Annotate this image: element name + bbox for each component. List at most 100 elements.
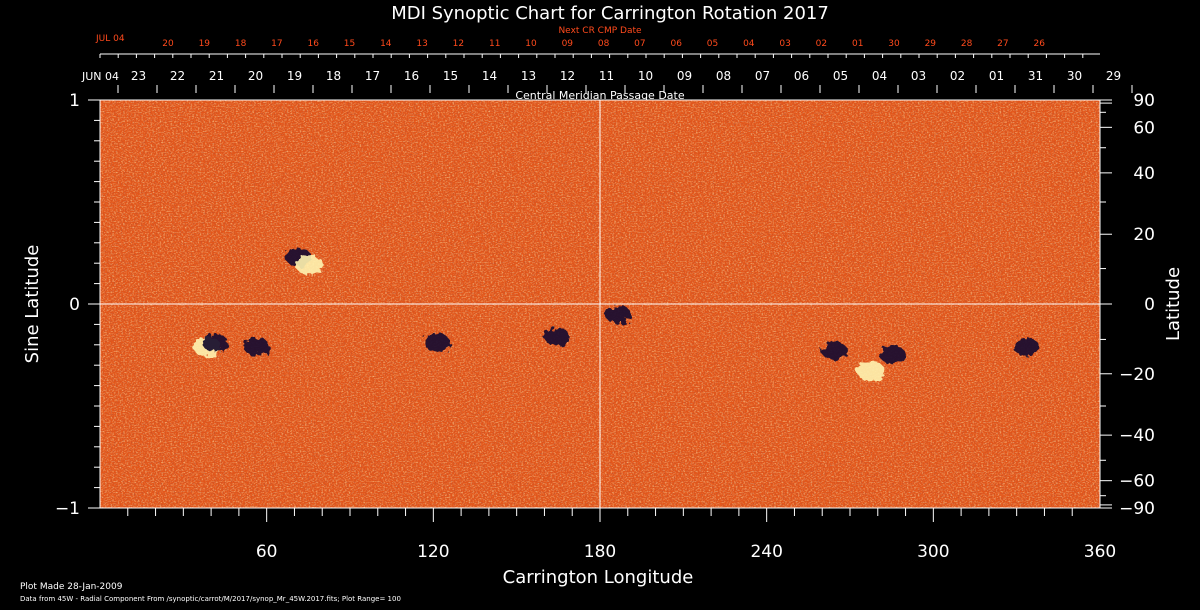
active-region bbox=[821, 341, 848, 360]
cmp-date-label: 22 bbox=[170, 69, 185, 83]
next-cr-date-label: 10 bbox=[525, 39, 537, 49]
next-cr-date-label: 26 bbox=[1033, 39, 1045, 49]
cmp-date-label: 11 bbox=[599, 69, 614, 83]
x-tick-label: 60 bbox=[256, 542, 278, 562]
y-right-tick-label: −20 bbox=[1119, 365, 1155, 385]
cmp-date-label: 20 bbox=[248, 69, 263, 83]
next-cr-date-label: 04 bbox=[743, 39, 755, 49]
next-cr-date-label: 30 bbox=[888, 39, 900, 49]
cmp-date-label: 18 bbox=[326, 69, 341, 83]
y-left-tick-label: −1 bbox=[55, 499, 80, 519]
plot-made-text: Plot Made 28-Jan-2009 bbox=[20, 582, 123, 592]
next-cr-date-label: 02 bbox=[816, 39, 827, 49]
active-region bbox=[424, 333, 451, 352]
next-cr-date-label: 09 bbox=[562, 39, 574, 49]
cmp-date-label: 13 bbox=[521, 69, 536, 83]
axes: 60 120 180 240 300 360 1 0 −1 90 60 40 20 0 −20 −40 −60 −… bbox=[55, 91, 1155, 562]
cmp-date-label: 19 bbox=[287, 69, 302, 83]
active-regions bbox=[193, 248, 1040, 382]
next-cr-date-label: 12 bbox=[453, 39, 464, 49]
cmp-date-label: 06 bbox=[794, 69, 809, 83]
cmp-date-label: 30 bbox=[1067, 69, 1082, 83]
negative-flux-patch bbox=[543, 327, 570, 346]
cmp-date-label: 29 bbox=[1106, 69, 1121, 83]
active-region bbox=[857, 361, 885, 382]
next-cr-date-label: 13 bbox=[416, 39, 427, 49]
y-right-tick-label: 40 bbox=[1133, 164, 1155, 184]
next-cr-date-label: 14 bbox=[380, 39, 392, 49]
x-tick-label: 240 bbox=[750, 542, 782, 562]
y-left-tick-label: 0 bbox=[69, 295, 80, 315]
y-axis-label-left: Sine Latitude bbox=[22, 245, 43, 364]
date-scales: JUL 04 JUN 04 23 22 21 20 19 18 17 16 15 14 13 12 11… bbox=[81, 34, 1133, 93]
active-region bbox=[295, 255, 324, 276]
next-cr-date-label: 08 bbox=[598, 39, 610, 49]
active-region bbox=[543, 327, 570, 346]
x-tick-label: 180 bbox=[584, 542, 616, 562]
negative-flux-patch bbox=[1013, 337, 1040, 356]
cmp-date-label: 01 bbox=[989, 69, 1004, 83]
negative-flux-patch bbox=[243, 337, 270, 356]
y-right-tick-label: 20 bbox=[1133, 225, 1155, 245]
next-cr-date-label: 05 bbox=[707, 39, 718, 49]
active-region bbox=[604, 305, 631, 324]
chart-title: MDI Synoptic Chart for Carrington Rotati… bbox=[391, 3, 829, 24]
cmp-date-label: 04 bbox=[872, 69, 887, 83]
negative-flux-patch bbox=[424, 333, 451, 352]
next-cr-date-label: 11 bbox=[489, 39, 500, 49]
next-cr-date-label: 03 bbox=[779, 39, 790, 49]
next-cr-date-label: 07 bbox=[634, 39, 645, 49]
x-axis-label: Carrington Longitude bbox=[503, 567, 694, 588]
negative-flux-patch bbox=[202, 333, 229, 352]
cmp-date-label: 15 bbox=[443, 69, 458, 83]
y-right-tick-label: −40 bbox=[1119, 426, 1155, 446]
y-right-tick-label: 60 bbox=[1133, 118, 1155, 138]
active-region bbox=[879, 346, 906, 365]
y-right-tick-label: −60 bbox=[1119, 472, 1155, 492]
x-tick-label: 360 bbox=[1084, 542, 1116, 562]
next-cr-date-label: 01 bbox=[852, 39, 863, 49]
next-cr-date-label: 28 bbox=[961, 39, 973, 49]
cmp-date-label: 03 bbox=[911, 69, 926, 83]
positive-flux-patch bbox=[295, 255, 324, 276]
cmp-date-label: 12 bbox=[560, 69, 575, 83]
next-cr-date-label: 06 bbox=[670, 39, 682, 49]
active-region bbox=[243, 337, 270, 356]
cmp-date-label: 02 bbox=[950, 69, 965, 83]
x-tick-label: 120 bbox=[417, 542, 449, 562]
cmp-date-label: 09 bbox=[677, 69, 692, 83]
next-cr-date-label: 15 bbox=[344, 39, 355, 49]
negative-flux-patch bbox=[879, 346, 906, 365]
next-cr-date-label: 17 bbox=[271, 39, 282, 49]
cmp-label: Central Meridian Passage Date bbox=[515, 89, 684, 102]
negative-flux-patch bbox=[604, 305, 631, 324]
synoptic-map bbox=[99, 99, 1101, 509]
next-cr-date-label: 18 bbox=[235, 39, 247, 49]
y-right-tick-label: 0 bbox=[1144, 295, 1155, 315]
cmp-date-label: 07 bbox=[755, 69, 770, 83]
next-cr-date-label: 16 bbox=[307, 39, 319, 49]
next-cr-date-label: 20 bbox=[162, 39, 174, 49]
next-cr-label: Next CR CMP Date bbox=[558, 26, 642, 36]
cmp-first-label: JUN 04 bbox=[81, 70, 119, 83]
cmp-date-label: 14 bbox=[482, 69, 497, 83]
cmp-date-label: 21 bbox=[209, 69, 224, 83]
cmp-date-label: 17 bbox=[365, 69, 380, 83]
x-tick-label: 300 bbox=[917, 542, 949, 562]
negative-flux-patch bbox=[821, 341, 848, 360]
y-right-tick-label: −90 bbox=[1119, 499, 1155, 519]
y-right-tick-label: 90 bbox=[1133, 91, 1155, 111]
y-left-tick-label: 1 bbox=[69, 91, 80, 111]
next-cr-date-label: 29 bbox=[925, 39, 937, 49]
next-cr-first-label: JUL 04 bbox=[95, 34, 125, 44]
next-cr-date-label: 27 bbox=[997, 39, 1008, 49]
y-axis-label-right: Latitude bbox=[1163, 267, 1184, 341]
next-cr-date-label: 19 bbox=[199, 39, 211, 49]
cmp-date-label: 31 bbox=[1028, 69, 1043, 83]
cmp-date-label: 10 bbox=[638, 69, 653, 83]
active-region bbox=[193, 333, 229, 357]
cmp-date-label: 08 bbox=[716, 69, 731, 83]
active-region bbox=[1013, 337, 1040, 356]
